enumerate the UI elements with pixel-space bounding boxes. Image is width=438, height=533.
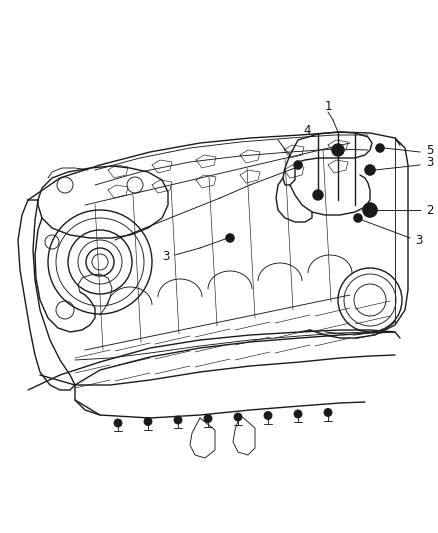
Text: 2: 2 bbox=[426, 204, 434, 216]
Circle shape bbox=[228, 236, 232, 240]
Circle shape bbox=[294, 161, 302, 169]
Text: 5: 5 bbox=[426, 143, 433, 157]
Circle shape bbox=[264, 411, 272, 419]
Circle shape bbox=[204, 415, 212, 423]
Circle shape bbox=[296, 163, 300, 167]
Text: 4: 4 bbox=[303, 124, 311, 136]
Circle shape bbox=[324, 408, 332, 416]
Circle shape bbox=[144, 417, 152, 425]
Text: 3: 3 bbox=[415, 233, 422, 246]
Circle shape bbox=[363, 203, 377, 217]
Text: 3: 3 bbox=[426, 157, 433, 169]
Text: 1: 1 bbox=[324, 101, 332, 114]
Circle shape bbox=[354, 214, 362, 222]
Circle shape bbox=[294, 410, 302, 418]
Circle shape bbox=[234, 413, 242, 421]
Circle shape bbox=[376, 144, 384, 152]
Circle shape bbox=[367, 167, 373, 173]
Circle shape bbox=[174, 416, 182, 424]
Circle shape bbox=[365, 165, 375, 175]
Circle shape bbox=[313, 190, 323, 200]
Circle shape bbox=[114, 419, 122, 427]
Text: 3: 3 bbox=[162, 249, 170, 262]
Circle shape bbox=[356, 216, 360, 220]
Circle shape bbox=[332, 144, 344, 156]
Circle shape bbox=[366, 206, 374, 214]
Circle shape bbox=[226, 234, 234, 242]
Circle shape bbox=[378, 146, 382, 150]
